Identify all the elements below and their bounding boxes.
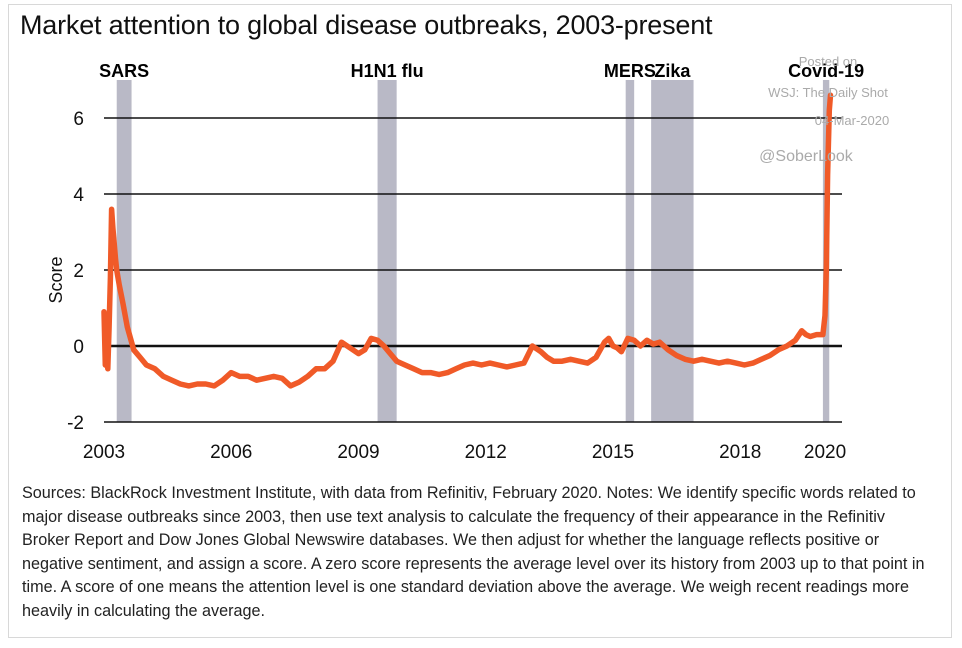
figure-frame [8,4,952,638]
y-tick-label: 2 [73,261,84,282]
watermark-posted: Posted on [799,54,858,69]
x-tick-label: 2020 [804,442,846,463]
event-label-h1n1-flu: H1N1 flu [351,61,424,81]
x-tick-label: 2003 [83,442,125,463]
x-tick-label: 2018 [719,442,761,463]
event-label-mers: MERS [604,61,656,81]
event-band-mers [625,80,635,422]
event-band-sars [116,80,132,422]
x-tick-label: 2009 [337,442,379,463]
x-tick-label: 2015 [592,442,634,463]
y-axis-label: Score [46,256,66,303]
y-tick-label: -2 [67,413,84,434]
event-bands [116,80,830,422]
x-tick-label: 2006 [210,442,252,463]
watermark-source: WSJ: The Daily Shot [768,85,888,100]
event-label-covid-19: Covid-19 [788,61,864,81]
y-tick-label: 6 [73,109,84,130]
y-tick-label: 0 [73,337,84,358]
event-label-zika: Zika [654,61,691,81]
event-band-h1n1-flu [377,80,397,422]
y-tick-label: 4 [73,185,84,206]
series-line-score [101,92,834,389]
line-chart: -2 0 2 4 6 2003 2006 2009 2012 2015 2018 2020 SARS H… [46,54,889,463]
event-label-sars: SARS [99,61,149,81]
watermark-handle: @SoberLook [759,148,854,165]
gridlines [104,117,842,423]
axis-labels: -2 0 2 4 6 2003 2006 2009 2012 2015 2018 2020 [67,109,846,463]
event-band-zika [651,80,694,422]
x-tick-label: 2012 [465,442,507,463]
chart-title: Market attention to global disease outbr… [20,10,713,40]
watermark-date: 04-Mar-2020 [815,113,889,128]
series-layer [101,92,834,389]
watermark: Posted on WSJ: The Daily Shot 04-Mar-202… [759,54,889,165]
source-notes: Sources: BlackRock Investment Institute,… [22,484,925,620]
